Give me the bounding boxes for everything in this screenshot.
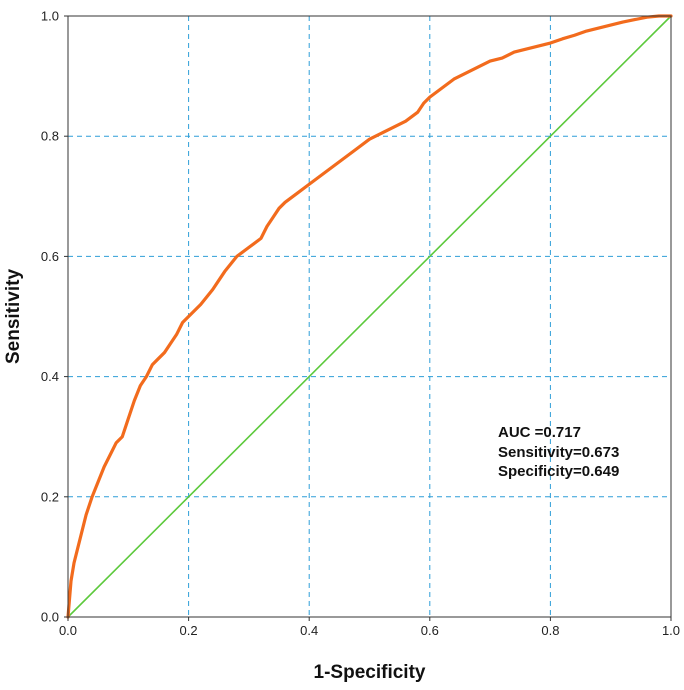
reference-line <box>67 15 672 618</box>
sensitivity-annotation: Sensitivity=0.673 <box>498 444 619 461</box>
tick-labels: 0.0 0.2 0.4 0.6 0.8 1.0 0.0 0.2 0.4 0.6 0.8 1.0 <box>41 9 680 639</box>
x-tick-label: 0.0 <box>59 623 77 638</box>
y-tick-label: 0.0 <box>41 610 59 625</box>
y-axis-label: Sensitivity <box>3 269 24 364</box>
auc-annotation: AUC =0.717 <box>498 424 581 441</box>
x-tick-label: 0.8 <box>541 623 559 638</box>
x-axis-label: 1-Specificity <box>314 662 426 683</box>
y-tick-label: 1.0 <box>41 9 59 24</box>
x-tick-label: 0.2 <box>180 623 198 638</box>
plot-frame <box>67 15 672 618</box>
x-tick-label: 1.0 <box>662 623 680 638</box>
x-tick-label: 0.6 <box>421 623 439 638</box>
specificity-annotation: Specificity=0.649 <box>498 463 619 480</box>
series-group <box>66 14 673 619</box>
roc-curve <box>66 14 673 619</box>
y-tick-label: 0.6 <box>41 249 59 264</box>
grid-lines <box>68 16 671 617</box>
y-tick-label: 0.2 <box>41 489 59 504</box>
y-tick-label: 0.8 <box>41 129 59 144</box>
y-tick-label: 0.4 <box>41 369 59 384</box>
x-tick-label: 0.4 <box>300 623 318 638</box>
